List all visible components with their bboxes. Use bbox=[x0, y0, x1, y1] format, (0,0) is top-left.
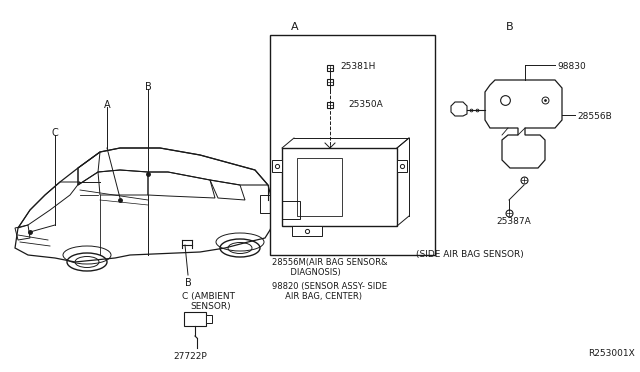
Bar bbox=[184, 312, 206, 326]
Bar bbox=[270, 35, 435, 255]
Text: AIR BAG, CENTER): AIR BAG, CENTER) bbox=[272, 292, 362, 301]
Text: B: B bbox=[506, 22, 514, 32]
Text: B: B bbox=[145, 82, 152, 92]
Text: 28556B: 28556B bbox=[577, 112, 612, 121]
Text: 25381H: 25381H bbox=[340, 62, 376, 71]
Text: 25387A: 25387A bbox=[496, 217, 531, 226]
Bar bbox=[397, 160, 407, 172]
Bar bbox=[282, 201, 300, 219]
Bar bbox=[260, 195, 272, 213]
Bar bbox=[272, 160, 282, 172]
Text: C: C bbox=[52, 128, 58, 138]
Text: (SIDE AIR BAG SENSOR): (SIDE AIR BAG SENSOR) bbox=[416, 250, 524, 259]
Text: A: A bbox=[104, 100, 110, 110]
Bar bbox=[282, 148, 397, 226]
Bar bbox=[206, 315, 212, 323]
Text: B: B bbox=[184, 278, 191, 288]
Bar bbox=[297, 158, 342, 216]
Text: 27722P: 27722P bbox=[173, 352, 207, 361]
Text: 28556M(AIR BAG SENSOR&: 28556M(AIR BAG SENSOR& bbox=[272, 258, 387, 267]
Text: 98830: 98830 bbox=[557, 62, 586, 71]
Text: 25350A: 25350A bbox=[348, 100, 383, 109]
Text: 98820 (SENSOR ASSY- SIDE: 98820 (SENSOR ASSY- SIDE bbox=[272, 282, 387, 291]
Text: DIAGNOSIS): DIAGNOSIS) bbox=[272, 268, 340, 277]
Text: C (AMBIENT: C (AMBIENT bbox=[182, 292, 235, 301]
Text: R253001X: R253001X bbox=[588, 349, 635, 358]
Bar bbox=[292, 226, 322, 236]
Text: A: A bbox=[291, 22, 299, 32]
Text: SENSOR): SENSOR) bbox=[190, 302, 230, 311]
